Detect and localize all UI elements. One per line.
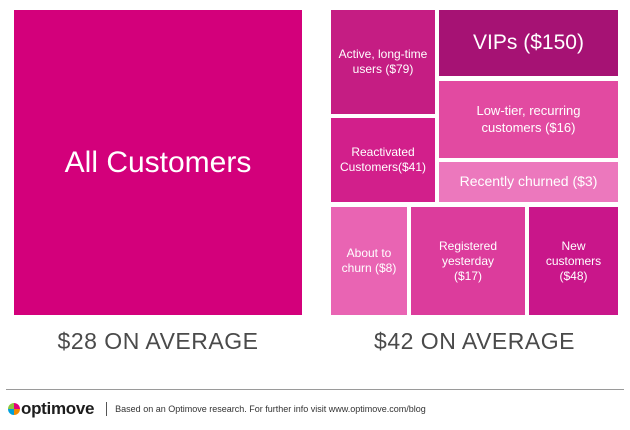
segment-label-line: Customers($41) (339, 160, 427, 174)
segment-label-line: About to (346, 246, 392, 260)
footer-note: Based on an Optimove research. For furth… (115, 404, 426, 414)
segment-label-line: yesterday (441, 253, 495, 268)
right-average-caption: $42 ON AVERAGE (374, 328, 575, 354)
segment-new-customers: New customers ($48) (529, 207, 618, 315)
segment-label-line: users ($79) (352, 62, 414, 76)
segment-label-line: ($48) (559, 268, 588, 283)
footer: optimove Based on an Optimove research. … (8, 398, 426, 420)
segment-label-line: customers (545, 253, 602, 268)
optimove-logo[interactable]: optimove (8, 399, 94, 419)
segment-active-long-time: Active, long-time users ($79) (331, 10, 435, 114)
segment-label-line: Registered (438, 238, 498, 253)
segment-low-tier-recurring: Low-tier, recurring customers ($16) (439, 81, 618, 158)
segment-recently-churned: Recently churned ($3) (439, 162, 618, 202)
optimove-logo-icon (8, 403, 20, 415)
segment-label-line: ($17) (453, 268, 482, 283)
segment-label-line: Reactivated (351, 145, 415, 159)
footer-separator (106, 402, 108, 416)
footer-divider (6, 389, 624, 390)
logo-text: optimove (21, 399, 95, 418)
left-average-caption: $28 ON AVERAGE (57, 328, 259, 354)
segment-label-line: Recently churned ($3) (459, 173, 598, 190)
all-customers-label: All Customers (64, 145, 252, 179)
segment-registered-yesterday: Registered yesterday ($17) (411, 207, 525, 315)
segment-label-line: Low-tier, recurring (476, 103, 581, 119)
segment-label-line: New (561, 238, 586, 253)
segment-vips: VIPs ($150) (439, 10, 618, 76)
segment-label-line: Active, long-time (338, 47, 428, 61)
all-customers-tile: All Customers (14, 10, 302, 315)
segment-label-line: churn ($8) (341, 261, 397, 275)
segment-about-to-churn: About to churn ($8) (331, 207, 407, 315)
segment-label-line: customers ($16) (481, 119, 576, 135)
segment-reactivated: Reactivated Customers($41) (331, 118, 435, 202)
segment-label-line: VIPs ($150) (473, 30, 584, 54)
